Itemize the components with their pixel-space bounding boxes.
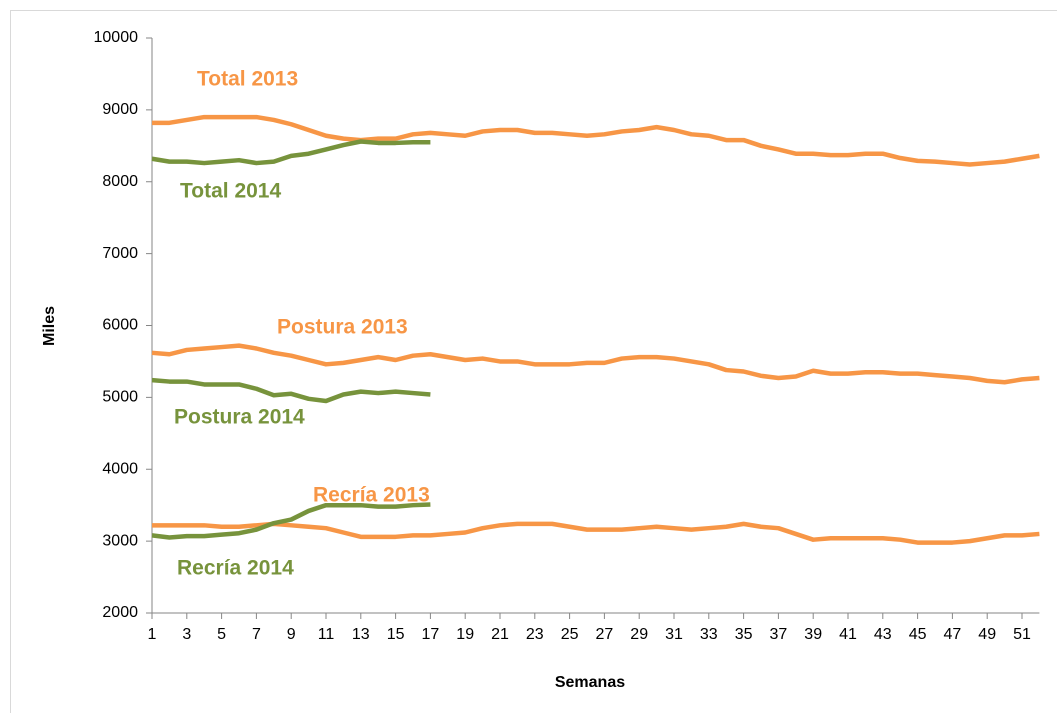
x-tick-label: 43: [874, 626, 892, 643]
x-tick-label: 35: [735, 626, 753, 643]
x-tick-label: 41: [839, 626, 857, 643]
series-line: [151, 343, 1040, 385]
y-tick-label: 2000: [102, 604, 138, 621]
x-tick-label: 5: [217, 626, 226, 643]
series-label: Recría 2013: [313, 484, 430, 507]
x-tick-label: 47: [944, 626, 962, 643]
x-tick-label: 15: [387, 626, 405, 643]
x-tick-label: 7: [252, 626, 261, 643]
x-tick-label: 33: [700, 626, 718, 643]
chart-frame: [10, 10, 1057, 713]
series-line: [151, 139, 431, 166]
x-tick-label: 17: [422, 626, 440, 643]
series-label: Postura 2013: [277, 316, 408, 339]
y-tick-label: 7000: [102, 245, 138, 262]
series-label: Total 2014: [180, 180, 281, 203]
x-tick-label: 9: [287, 626, 296, 643]
x-tick-label: 25: [561, 626, 579, 643]
y-tick-label: 8000: [102, 173, 138, 190]
y-axis-title: Miles: [41, 306, 58, 346]
x-tick-label: 39: [804, 626, 822, 643]
y-tick-label: 3000: [102, 532, 138, 549]
series-label: Recría 2014: [177, 557, 294, 580]
x-tick-label: 31: [665, 626, 683, 643]
x-tick-label: 11: [318, 626, 335, 643]
series-label: Postura 2014: [174, 406, 305, 429]
y-tick-label: 4000: [102, 460, 138, 477]
x-tick-label: 37: [770, 626, 788, 643]
x-tick-label: 13: [352, 626, 370, 643]
x-tick-label: 27: [596, 626, 614, 643]
x-tick-label: 51: [1013, 626, 1031, 643]
series-label: Total 2013: [197, 68, 298, 91]
y-tick-label: 10000: [94, 29, 139, 46]
series-line: [152, 521, 1040, 545]
x-tick-label: 19: [456, 626, 474, 643]
series-line: [151, 502, 431, 540]
x-tick-label: 21: [491, 626, 509, 643]
x-tick-label: 3: [182, 626, 191, 643]
x-tick-label: 49: [978, 626, 996, 643]
y-tick-label: 6000: [102, 317, 138, 334]
series-line: [151, 377, 431, 404]
x-axis-title: Semanas: [555, 674, 625, 691]
x-tick-label: 45: [909, 626, 927, 643]
x-tick-label: 1: [148, 626, 157, 643]
x-tick-label: 23: [526, 626, 544, 643]
x-tick-label: 29: [630, 626, 648, 643]
series-line: [152, 114, 1040, 167]
y-tick-label: 5000: [102, 389, 138, 406]
y-tick-label: 9000: [102, 101, 138, 118]
